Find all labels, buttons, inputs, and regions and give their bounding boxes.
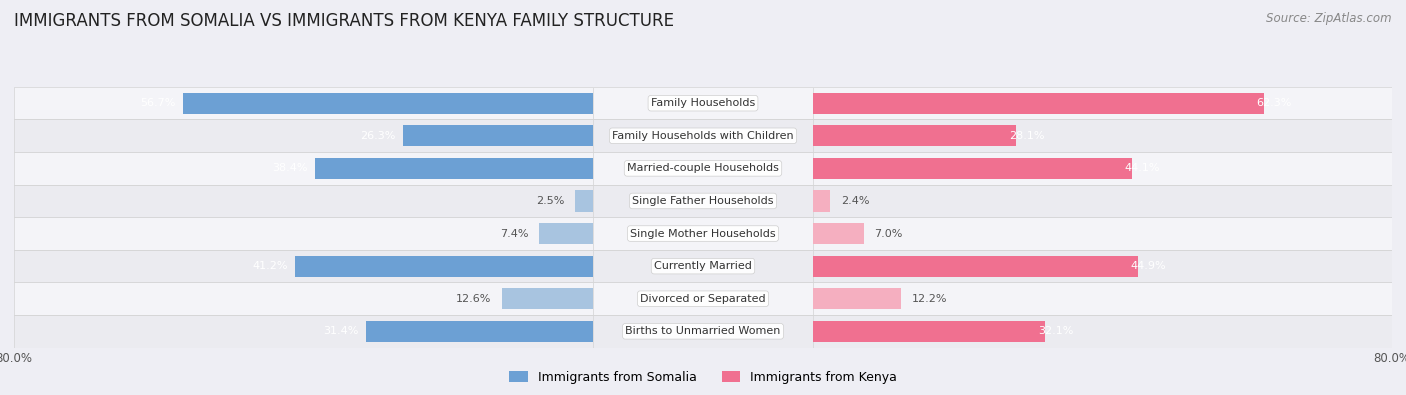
Bar: [575, 190, 593, 212]
Bar: [813, 125, 1017, 147]
Text: 12.2%: 12.2%: [912, 294, 948, 304]
Text: 31.4%: 31.4%: [323, 326, 359, 336]
Bar: [813, 250, 1392, 282]
Text: 44.1%: 44.1%: [1125, 164, 1160, 173]
Bar: [593, 250, 813, 282]
Bar: [813, 190, 831, 212]
Bar: [813, 87, 1392, 119]
Text: 7.0%: 7.0%: [875, 229, 903, 239]
Bar: [14, 315, 593, 348]
Bar: [14, 184, 593, 217]
Text: Family Households with Children: Family Households with Children: [612, 131, 794, 141]
Text: Births to Unmarried Women: Births to Unmarried Women: [626, 326, 780, 336]
Text: 32.1%: 32.1%: [1038, 326, 1073, 336]
Text: Divorced or Separated: Divorced or Separated: [640, 294, 766, 304]
Text: 26.3%: 26.3%: [360, 131, 395, 141]
Bar: [813, 288, 901, 309]
Text: 28.1%: 28.1%: [1010, 131, 1045, 141]
Text: 62.3%: 62.3%: [1257, 98, 1292, 108]
Bar: [813, 152, 1392, 185]
Legend: Immigrants from Somalia, Immigrants from Kenya: Immigrants from Somalia, Immigrants from…: [503, 366, 903, 389]
Bar: [813, 217, 1392, 250]
Bar: [593, 87, 813, 119]
Bar: [813, 321, 1045, 342]
Bar: [813, 315, 1392, 348]
Bar: [593, 315, 813, 348]
Bar: [593, 119, 813, 152]
Text: Family Households: Family Households: [651, 98, 755, 108]
Bar: [593, 217, 813, 250]
Bar: [813, 92, 1264, 114]
Text: Single Mother Households: Single Mother Households: [630, 229, 776, 239]
Bar: [813, 223, 863, 244]
Text: 12.6%: 12.6%: [456, 294, 491, 304]
Bar: [813, 119, 1392, 152]
Bar: [593, 152, 813, 185]
Bar: [502, 288, 593, 309]
Text: 2.4%: 2.4%: [841, 196, 870, 206]
Text: 7.4%: 7.4%: [501, 229, 529, 239]
Text: 56.7%: 56.7%: [141, 98, 176, 108]
Text: Currently Married: Currently Married: [654, 261, 752, 271]
Bar: [14, 250, 593, 282]
Text: IMMIGRANTS FROM SOMALIA VS IMMIGRANTS FROM KENYA FAMILY STRUCTURE: IMMIGRANTS FROM SOMALIA VS IMMIGRANTS FR…: [14, 12, 673, 30]
Bar: [813, 282, 1392, 315]
Bar: [813, 184, 1392, 217]
Bar: [593, 282, 813, 315]
Bar: [183, 92, 593, 114]
Bar: [593, 184, 813, 217]
Text: 38.4%: 38.4%: [273, 164, 308, 173]
Text: 41.2%: 41.2%: [252, 261, 288, 271]
Bar: [813, 158, 1132, 179]
Bar: [14, 282, 593, 315]
Bar: [402, 125, 593, 147]
Bar: [14, 217, 593, 250]
Bar: [14, 119, 593, 152]
Bar: [813, 256, 1137, 277]
Bar: [14, 152, 593, 185]
Text: Source: ZipAtlas.com: Source: ZipAtlas.com: [1267, 12, 1392, 25]
Text: 2.5%: 2.5%: [536, 196, 564, 206]
Bar: [315, 158, 593, 179]
Text: Single Father Households: Single Father Households: [633, 196, 773, 206]
Bar: [295, 256, 593, 277]
Bar: [14, 87, 593, 119]
Text: Married-couple Households: Married-couple Households: [627, 164, 779, 173]
Text: 44.9%: 44.9%: [1130, 261, 1167, 271]
Bar: [540, 223, 593, 244]
Bar: [366, 321, 593, 342]
